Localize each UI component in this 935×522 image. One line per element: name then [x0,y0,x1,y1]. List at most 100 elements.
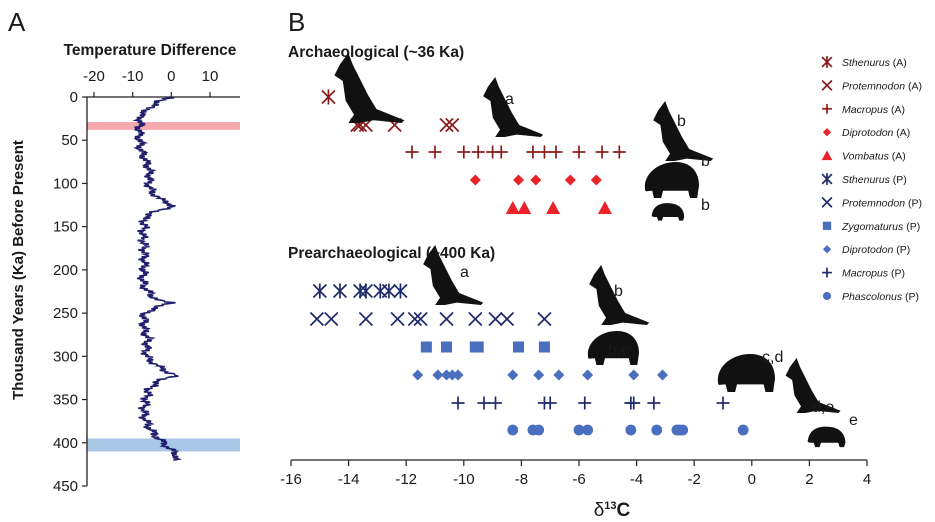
marker-shape [517,201,532,214]
legend-marker [821,79,833,91]
marker-shape [441,369,453,381]
marker-shape [505,201,520,214]
data-point [537,311,552,327]
quadruped-shape [651,203,685,221]
bottom-x-tick-label: -16 [280,471,302,488]
marker-shape [582,369,594,381]
marker-shape [821,150,833,161]
legend-entry-tag: (A) [905,80,922,92]
annotation-2: b [677,113,686,130]
data-point [627,396,641,410]
left-y-tick-label: 450 [53,478,78,495]
data-point [538,341,550,353]
marker-stroke [821,196,833,208]
data-point [412,369,424,381]
temperature-series [132,96,183,461]
data-point [582,424,594,436]
data-point [439,117,454,133]
marker-shape [412,369,424,381]
left-y-tick-label: 400 [53,435,78,452]
legend-entry-name: Sthenurus [842,174,891,186]
legend-entry-name: Vombatus [842,151,890,163]
x-axis-label-letter: C [617,500,631,521]
legend: Sthenurus (A)Protemnodon (A)Macropus (A)… [821,56,922,303]
marker-shape [737,424,749,436]
data-point [573,424,585,436]
data-point [590,174,602,186]
data-point [572,145,586,159]
data-point [432,369,444,381]
legend-marker [822,267,832,278]
annotation-9: d,e [812,399,834,416]
data-point [407,311,422,327]
animal-silhouettes [334,53,846,448]
marker-shape [420,341,432,353]
marker-shape [657,369,669,381]
panel-a-title: Temperature Difference [64,42,237,59]
data-point [468,311,483,327]
marker-shape [512,341,525,353]
data-point [428,145,442,159]
data-point [505,201,520,214]
bottom-x-tick-label: -2 [688,471,701,488]
marker-shape [582,424,594,436]
data-point [625,424,637,436]
marker-stroke [499,311,515,327]
panel-b-label: B [288,7,305,37]
data-point [651,424,663,436]
marker-shape [546,201,561,214]
annotation-10: e [849,412,858,429]
panel-a: A Temperature Difference -20 -10 0 10 0 50 10… [8,7,240,495]
legend-entry-tag: (A) [890,57,907,69]
bottom-x-tick-label: 4 [863,471,871,488]
sthenurus-archaeological-silhouette [334,53,405,123]
annotation-3: b [701,153,710,170]
series-zygomaturus-p [420,341,550,353]
series-macropus-p [451,396,730,410]
kangaroo-shape [785,358,841,413]
marker-stroke [309,311,325,327]
legend-entry: Sthenurus (A) [842,57,907,69]
top-x-tick-label: 0 [167,68,175,85]
data-point [546,201,561,214]
left-y-axis: 0 50 100 150 200 250 300 350 400 450 [53,89,88,495]
bottom-x-tick-label: -14 [338,471,360,488]
macropus-prearchaeological-silhouette [785,358,841,413]
marker-stroke [439,311,454,327]
left-y-tick-label: 300 [53,348,78,365]
marker-stroke [390,311,405,327]
left-y-tick-label: 200 [53,262,78,279]
diprotodon-prearchaeological-silhouette [717,354,775,392]
marker-shape [446,369,458,381]
legend-marker [821,173,833,185]
data-point [309,311,325,327]
marker-shape [432,369,444,381]
annotation-1: a [505,91,514,108]
kangaroo-shape [589,265,650,325]
data-point [553,369,565,381]
marker-shape [597,201,612,214]
data-point [533,424,545,436]
quadruped-shape [644,162,699,198]
marker-shape [822,245,832,254]
bottom-x-tick-label: 0 [748,471,756,488]
data-point [381,283,397,299]
data-point [390,311,405,327]
data-point [513,174,525,186]
data-point [446,369,458,381]
bottom-x-tick-label: 2 [805,471,813,488]
legend-entry-tag: (A) [888,104,905,116]
legend-marker [821,196,833,208]
marker-shape [513,174,525,186]
data-point [358,283,373,299]
data-point [530,174,542,186]
legend-marker [821,150,833,161]
data-point [439,311,454,327]
kangaroo-shape [653,101,714,161]
marker-shape [573,424,585,436]
data-point [451,396,465,410]
quadruped-shape [587,331,639,365]
panel-a-label: A [8,7,26,37]
left-y-tick-label: 100 [53,175,78,192]
series-sthenurus-p [312,283,408,299]
